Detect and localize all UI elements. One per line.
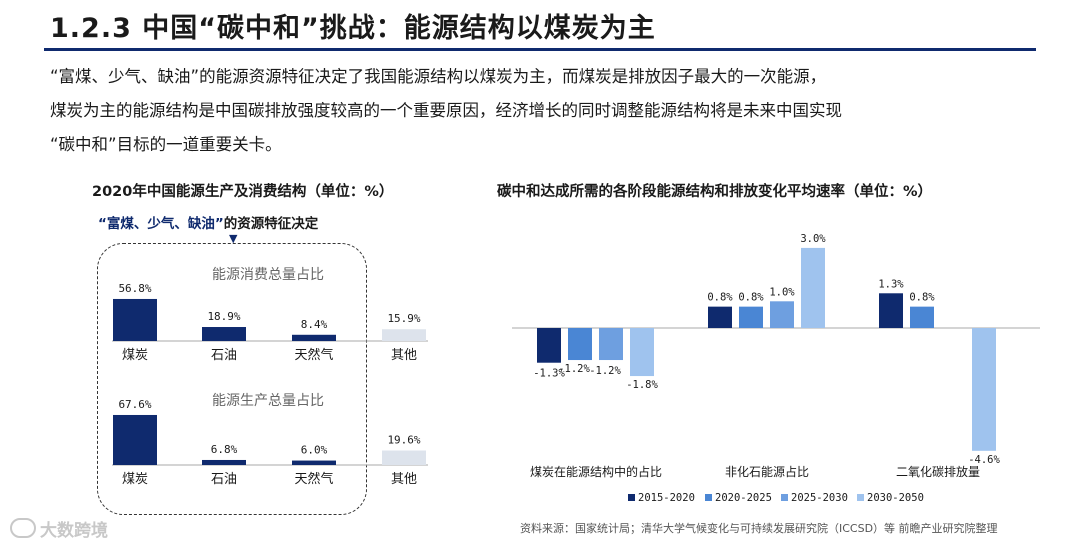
right-bar-1-0 xyxy=(568,328,592,361)
right-bar-3-0 xyxy=(630,328,654,377)
right-value-label-1-2: 0.8% xyxy=(909,292,935,304)
panel1-category-label-2: 天然气 xyxy=(294,347,333,363)
panel2-value-label-0: 67.6% xyxy=(118,398,151,411)
source-note: 资料来源：国家统计局；清华大学气候变化与可持续发展研究院（ICCSD）等 前瞻产… xyxy=(520,522,998,535)
panel2-value-label-3: 19.6% xyxy=(387,433,420,446)
right-bar-2-1 xyxy=(770,301,794,328)
right-value-label-2-0: -1.2% xyxy=(589,365,621,377)
right-value-label-3-1: 3.0% xyxy=(800,233,826,245)
right-value-label-1-1: 0.8% xyxy=(738,292,764,304)
resource-note-rest: 的资源特征决定 xyxy=(223,216,319,232)
legend-swatch-0 xyxy=(628,494,635,501)
panel2-category-label-0: 煤炭 xyxy=(122,472,148,487)
resource-note: “富煤、少气、缺油”的资源特征决定 xyxy=(98,212,318,232)
panel1-subtitle: 能源消费总量占比 xyxy=(212,267,324,283)
right-bar-0-0 xyxy=(537,328,561,363)
right-value-label-2-1: 1.0% xyxy=(769,286,795,298)
page-title: 1.2.3 中国“碳中和”挑战：能源结构以煤炭为主 xyxy=(50,13,656,44)
panel1-value-label-3: 15.9% xyxy=(387,312,420,325)
legend-label-1: 2020-2025 xyxy=(715,492,772,504)
right-value-label-0-2: 1.3% xyxy=(878,278,904,290)
arrow-down-icon: ▼ xyxy=(229,232,238,245)
panel2-bar-1 xyxy=(202,459,246,465)
panel2-value-label-1: 6.8% xyxy=(211,443,238,456)
right-value-label-3-2: -4.6% xyxy=(968,454,1000,466)
panel2-bar-3 xyxy=(382,450,426,465)
left-chart-title: 2020年中国能源生产及消费结构（单位：%） xyxy=(92,184,394,200)
intro-line-3: “碳中和”目标的一道重要关卡。 xyxy=(50,135,282,154)
panel2-subtitle: 能源生产总量占比 xyxy=(212,393,324,409)
right-bar-3-1 xyxy=(801,247,825,328)
right-value-label-1-0: -1.2% xyxy=(558,363,590,375)
right-bar-0-2 xyxy=(879,293,903,328)
right-bar-1-2 xyxy=(910,306,934,328)
intro-line-2: 煤炭为主的能源结构是中国碳排放强度较高的一个重要原因，经济增长的同时调整能源结构… xyxy=(50,101,842,120)
panel1-category-label-3: 其他 xyxy=(391,348,417,363)
right-category-label-1: 非化石能源占比 xyxy=(725,464,809,479)
intro-paragraph: “富煤、少气、缺油”的能源资源特征决定了我国能源结构以煤炭为主，而煤炭是排放因子… xyxy=(50,60,1040,162)
panel1-category-label-0: 煤炭 xyxy=(122,348,148,363)
panel2-category-label-3: 其他 xyxy=(391,472,417,487)
resource-note-highlight: “富煤、少气、缺油” xyxy=(98,216,224,232)
watermark-text: 大数跨境 xyxy=(40,521,108,541)
right-category-label-0: 煤炭在能源结构中的占比 xyxy=(530,464,662,479)
legend-label-3: 2030-2050 xyxy=(867,492,924,504)
right-bar-0-1 xyxy=(708,306,732,328)
right-bar-2-0 xyxy=(599,328,623,361)
right-value-label-3-0: -1.8% xyxy=(626,379,658,391)
legend-swatch-1 xyxy=(705,494,712,501)
panel2-category-label-1: 石油 xyxy=(211,472,237,487)
legend-swatch-2 xyxy=(781,494,788,501)
title-divider xyxy=(44,48,1036,51)
right-value-label-0-0: -1.3% xyxy=(533,368,565,380)
panel2-category-label-2: 天然气 xyxy=(294,471,333,487)
panel1-bar-3 xyxy=(382,329,426,341)
panel1-bar-1 xyxy=(202,327,246,341)
panel1-category-label-1: 石油 xyxy=(211,348,237,363)
panel1-value-label-2: 8.4% xyxy=(301,318,328,331)
right-bar-3-2 xyxy=(972,328,996,451)
panel2-value-label-2: 6.0% xyxy=(301,444,328,457)
intro-line-1: “富煤、少气、缺油”的能源资源特征决定了我国能源结构以煤炭为主，而煤炭是排放因子… xyxy=(50,67,827,86)
panel2-bar-0 xyxy=(113,414,157,465)
fossil-highlight-box xyxy=(97,243,367,515)
legend-label-2: 2025-2030 xyxy=(791,492,848,504)
panel1-value-label-1: 18.9% xyxy=(207,310,240,323)
legend-label-0: 2015-2020 xyxy=(638,492,695,504)
watermark-logo-icon xyxy=(10,518,36,538)
panel1-value-label-0: 56.8% xyxy=(118,282,151,295)
right-chart-title: 碳中和达成所需的各阶段能源结构和排放变化平均速率（单位：%） xyxy=(497,184,933,200)
legend-swatch-3 xyxy=(857,494,864,501)
right-bar-1-1 xyxy=(739,306,763,328)
panel1-bar-2 xyxy=(292,334,336,341)
watermark: 大数跨境 xyxy=(10,516,108,541)
right-category-label-2: 二氧化碳排放量 xyxy=(896,464,980,479)
right-value-label-0-1: 0.8% xyxy=(707,292,733,304)
panel1-bar-0 xyxy=(113,298,157,341)
panel2-bar-2 xyxy=(292,460,336,465)
